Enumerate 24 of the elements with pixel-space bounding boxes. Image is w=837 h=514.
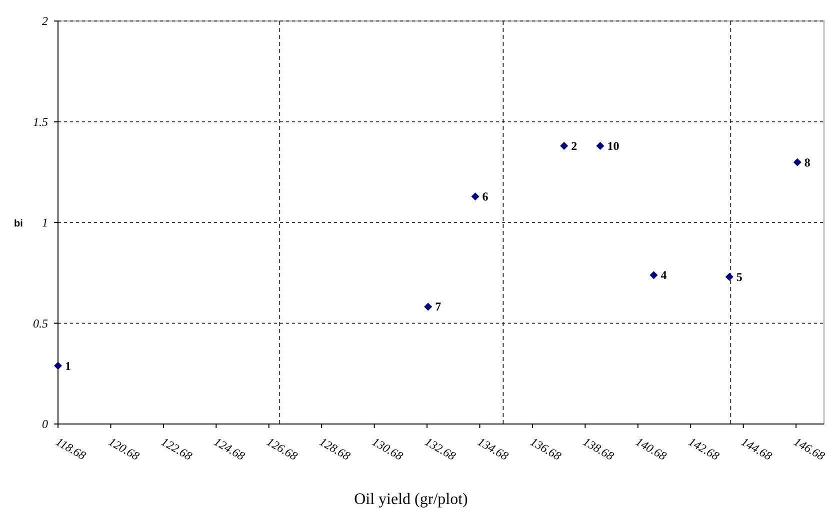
annotation: 6 [482,190,488,204]
x-axis-title: Oil yield (gr/plot) [354,491,468,508]
y-tick-label: 1 [42,216,48,230]
x-tick-label: 118.68 [54,434,88,463]
annotation: 1 [65,358,71,373]
point [596,142,604,150]
point [650,271,658,280]
annotation: 8 [804,155,810,170]
y-tick-label: 1.5 [33,114,48,129]
y-tick-label: 2 [42,14,48,28]
y-tick-label: 0 [42,417,48,431]
annotation: 5 [736,270,742,284]
y-axis-title: bi [14,218,24,230]
annotation: 7 [435,300,442,314]
annotation: 4 [660,268,667,282]
annotation: 2 [571,138,578,153]
point [725,272,734,281]
point [793,158,802,166]
point [471,192,480,201]
point [54,362,62,370]
point [560,142,568,150]
point [424,302,432,311]
annotation: 10 [607,138,620,153]
y-tick-label: 0.5 [33,316,48,330]
